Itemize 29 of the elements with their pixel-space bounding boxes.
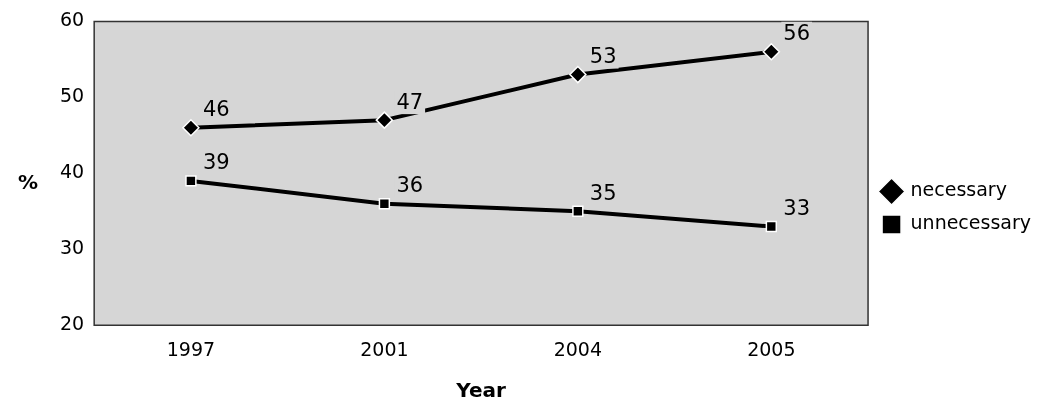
point <box>378 197 391 210</box>
data-label: 53 <box>589 44 617 69</box>
point <box>182 118 200 137</box>
x-tick-label: 2001 <box>360 337 409 360</box>
data-label: 33 <box>783 195 811 220</box>
x-tick-label: 1997 <box>166 337 216 360</box>
point <box>185 175 197 187</box>
y-tick-label: 40 <box>59 160 85 183</box>
legend-label: unnecessary <box>910 211 1032 234</box>
x-tick-label: 2004 <box>553 337 603 360</box>
point <box>765 220 778 233</box>
legend-label: necessary <box>910 178 1007 201</box>
point <box>762 43 781 61</box>
y-tick-label: 30 <box>59 236 85 259</box>
point <box>569 65 587 84</box>
data-label: 36 <box>396 173 424 198</box>
y-axis-title: % <box>17 169 39 194</box>
data-label: 35 <box>589 180 617 205</box>
data-label: 46 <box>202 97 230 122</box>
y-tick-label: 60 <box>59 8 85 31</box>
data-label: 56 <box>783 21 811 46</box>
point <box>375 111 394 129</box>
y-tick-label: 50 <box>59 84 85 107</box>
x-tick-label: 2005 <box>747 337 796 360</box>
y-tick-label: 20 <box>59 312 85 335</box>
point <box>572 205 584 217</box>
x-axis-title: Year <box>455 378 507 403</box>
data-label: 47 <box>396 89 424 114</box>
data-label: 39 <box>202 150 230 175</box>
